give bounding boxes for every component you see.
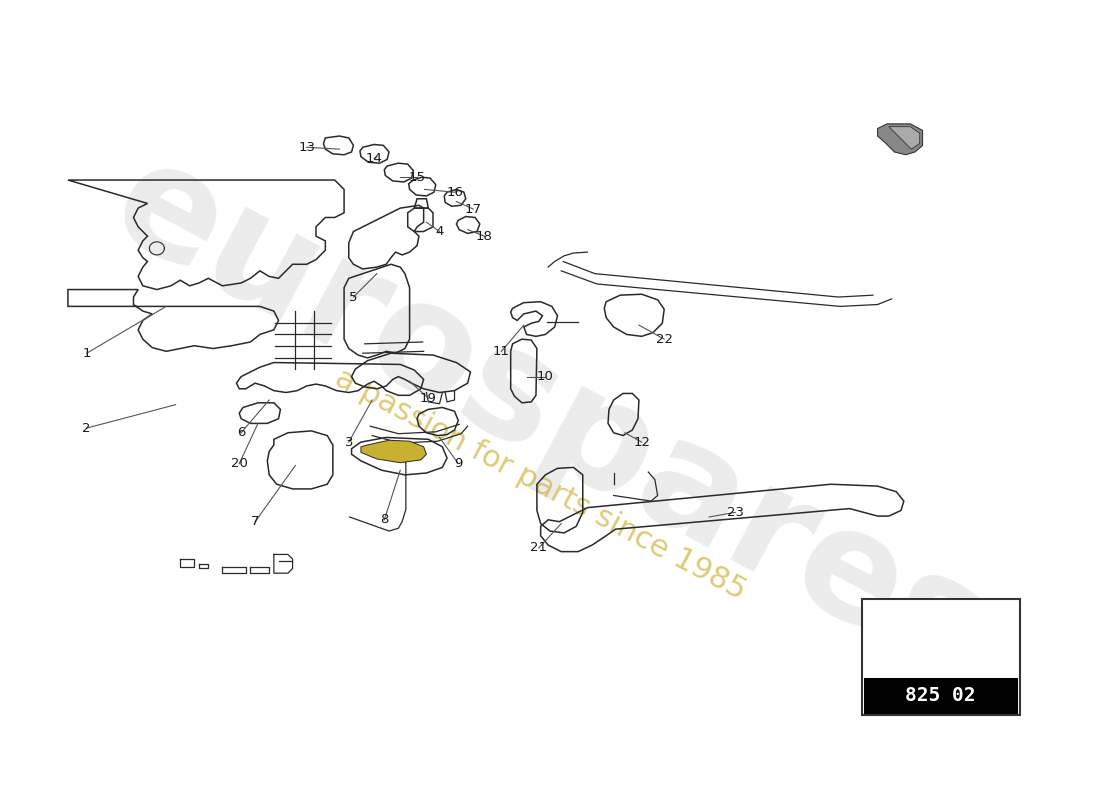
Text: 21: 21 xyxy=(530,542,548,554)
Polygon shape xyxy=(361,440,427,462)
Text: 3: 3 xyxy=(344,436,353,449)
Polygon shape xyxy=(889,126,920,149)
Text: 22: 22 xyxy=(656,333,673,346)
FancyBboxPatch shape xyxy=(864,678,1018,714)
Text: 11: 11 xyxy=(493,345,509,358)
Text: 825 02: 825 02 xyxy=(905,686,976,706)
Text: 4: 4 xyxy=(436,225,443,238)
Text: eurospares: eurospares xyxy=(89,126,1011,711)
Text: 7: 7 xyxy=(251,515,260,528)
Text: 20: 20 xyxy=(231,457,248,470)
Text: 10: 10 xyxy=(537,370,553,383)
Text: 12: 12 xyxy=(634,436,650,449)
Text: 17: 17 xyxy=(464,202,482,215)
Text: 16: 16 xyxy=(447,186,463,198)
Text: a passion for parts since 1985: a passion for parts since 1985 xyxy=(330,363,751,606)
Text: 14: 14 xyxy=(365,152,383,165)
Text: 13: 13 xyxy=(298,141,315,154)
Text: 15: 15 xyxy=(408,170,426,184)
Text: 8: 8 xyxy=(381,514,388,526)
Text: 5: 5 xyxy=(349,290,358,303)
Text: 23: 23 xyxy=(727,506,744,519)
Text: 9: 9 xyxy=(454,457,462,470)
Text: 18: 18 xyxy=(476,230,493,242)
Text: 19: 19 xyxy=(420,392,437,405)
Text: 2: 2 xyxy=(82,422,91,434)
Text: 6: 6 xyxy=(236,426,245,439)
FancyBboxPatch shape xyxy=(861,599,1020,715)
Text: 1: 1 xyxy=(82,346,91,360)
Polygon shape xyxy=(878,124,923,154)
